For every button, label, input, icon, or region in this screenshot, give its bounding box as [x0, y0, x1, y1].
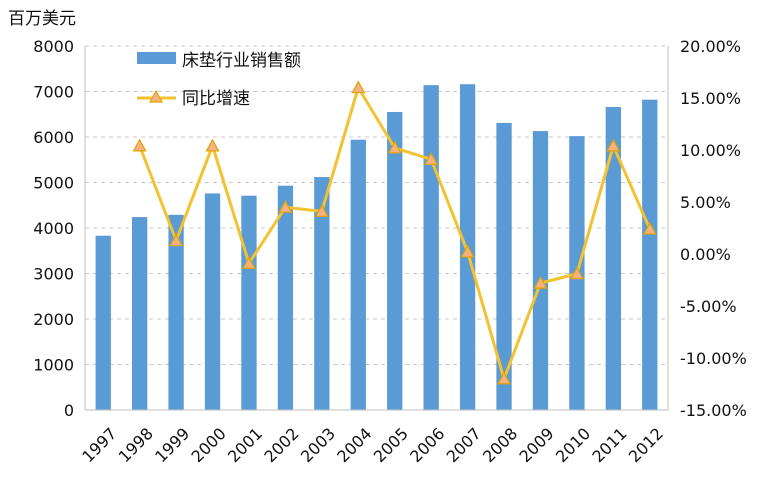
sales-bar	[314, 177, 330, 410]
x-axis-tick-label: 2006	[406, 424, 448, 466]
left-axis-unit-label: 百万美元	[8, 9, 76, 29]
growth-point-marker	[314, 204, 329, 217]
bars-layer	[95, 84, 658, 411]
right-axis-tick-label: -10.00%	[680, 349, 747, 368]
growth-point-marker	[241, 256, 256, 269]
sales-bar	[95, 235, 111, 410]
x-axis-tick-label: 2003	[297, 424, 339, 466]
left-axis-tick-label: 8000	[33, 37, 74, 56]
sales-bar	[605, 106, 621, 410]
sales-bar	[423, 85, 439, 410]
sales-bar	[532, 131, 549, 410]
x-axis-tick-label: 2001	[224, 424, 266, 466]
left-axis-tick-label: 4000	[33, 219, 74, 238]
left-axis-tick-label: 1000	[33, 356, 74, 375]
x-axis-tick-label: 2010	[552, 424, 594, 466]
left-axis-tick-label: 5000	[33, 174, 74, 193]
growth-point-marker	[169, 233, 184, 247]
sales-bar	[387, 111, 403, 410]
legend-line-label: 同比增速	[182, 89, 250, 109]
right-axis-tick-label: 15.00%	[680, 89, 741, 108]
x-axis-tick-label: 2000	[188, 424, 230, 466]
growth-point-marker	[569, 266, 584, 280]
x-axis-tick-label: 2008	[479, 424, 521, 466]
growth-point-marker	[497, 371, 512, 385]
right-axis-tick-label: 10.00%	[680, 141, 741, 160]
sales-bar	[277, 185, 294, 410]
x-axis-tick-label: 2011	[588, 424, 630, 466]
growth-point-marker	[606, 138, 621, 152]
x-axis-tick-label: 2012	[625, 424, 667, 466]
left-axis-tick-label: 6000	[33, 128, 74, 147]
sales-bar	[204, 193, 221, 410]
right-axis-tick-label: 0.00%	[680, 245, 731, 264]
sales-bar	[496, 122, 512, 411]
sales-bar	[642, 99, 658, 410]
x-axis-tick-label: 2009	[515, 424, 557, 466]
growth-point-marker	[351, 80, 366, 94]
x-axis-tick-label: 2007	[443, 424, 485, 466]
sales-bar	[241, 195, 257, 410]
growth-point-marker	[424, 152, 439, 165]
right-axis-tick-label: 5.00%	[680, 193, 731, 212]
x-axis-tick-label: 2004	[333, 424, 375, 466]
growth-line-layer	[132, 80, 657, 385]
left-axis-tick-label: 7000	[33, 83, 74, 102]
right-axis-tick-label: -15.00%	[680, 401, 747, 420]
growth-point-marker	[387, 140, 402, 154]
left-axis-tick-label: 0	[64, 401, 74, 420]
growth-point-marker	[460, 244, 475, 258]
x-axis-tick-label: 2002	[260, 424, 302, 466]
sales-bar	[132, 217, 148, 410]
growth-point-marker	[642, 221, 657, 235]
legend-bar-swatch	[137, 52, 176, 64]
left-axis-tick-label: 3000	[33, 265, 74, 284]
growth-point-marker	[278, 199, 293, 213]
right-axis-tick-label: -5.00%	[680, 297, 737, 316]
x-axis-tick-label: 1999	[151, 424, 193, 466]
left-axis-tick-label: 2000	[33, 310, 74, 329]
growth-point-marker	[132, 138, 147, 152]
growth-point-marker	[205, 138, 220, 152]
legend-bar-label: 床垫行业销售额	[182, 51, 301, 71]
legend-line-marker	[148, 89, 164, 103]
x-axis-tick-label: 1998	[115, 424, 157, 466]
legend: 床垫行业销售额 同比增速	[137, 51, 301, 109]
x-axis-tick-label: 2005	[370, 424, 412, 466]
sales-bar	[350, 139, 366, 411]
x-axis-tick-label: 1997	[78, 424, 120, 466]
growth-point-marker	[533, 275, 548, 289]
sales-bar	[168, 214, 184, 410]
right-axis-tick-label: 20.00%	[680, 37, 741, 56]
